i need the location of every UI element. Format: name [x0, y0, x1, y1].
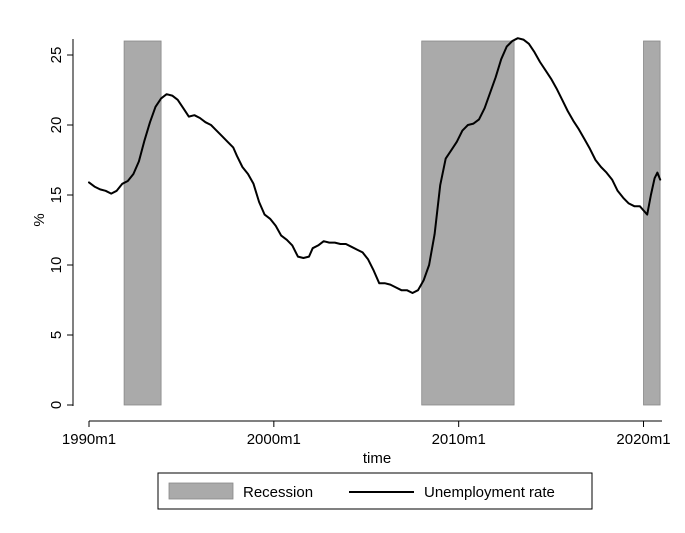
legend-swatch-recession [168, 482, 234, 500]
recession-band-1 [123, 40, 162, 406]
recession-layer [123, 40, 661, 406]
y-tick-label-15: 15 [48, 187, 65, 204]
x-tick-label-2020m1: 2020m1 [616, 431, 670, 448]
x-tick-label-2010m1: 2010m1 [432, 431, 486, 448]
legend-label-unemployment: Unemployment rate [424, 484, 555, 501]
y-axis-title: % [31, 213, 48, 226]
legend: Recession Unemployment rate [157, 472, 593, 510]
legend-label-recession: Recession [243, 484, 313, 501]
line-layer [88, 37, 662, 294]
y-tick-label-25: 25 [48, 47, 65, 64]
x-tick-label-2000m1: 2000m1 [247, 431, 301, 448]
x-tick-label-1990m1: 1990m1 [62, 431, 116, 448]
x-axis-title: time [363, 450, 391, 467]
y-tick-label-20: 20 [48, 117, 65, 134]
y-tick-label-5: 5 [48, 331, 65, 339]
y-tick-label-0: 0 [48, 401, 65, 409]
axis-layer: 0 5 10 15 20 25 1990m1 2000m1 2010m1 2020m1 [48, 39, 671, 448]
y-tick-label-10: 10 [48, 257, 65, 274]
recession-band-2 [421, 40, 515, 406]
series-line-unemployment-rate [88, 37, 662, 294]
recession-band-3 [643, 40, 661, 406]
